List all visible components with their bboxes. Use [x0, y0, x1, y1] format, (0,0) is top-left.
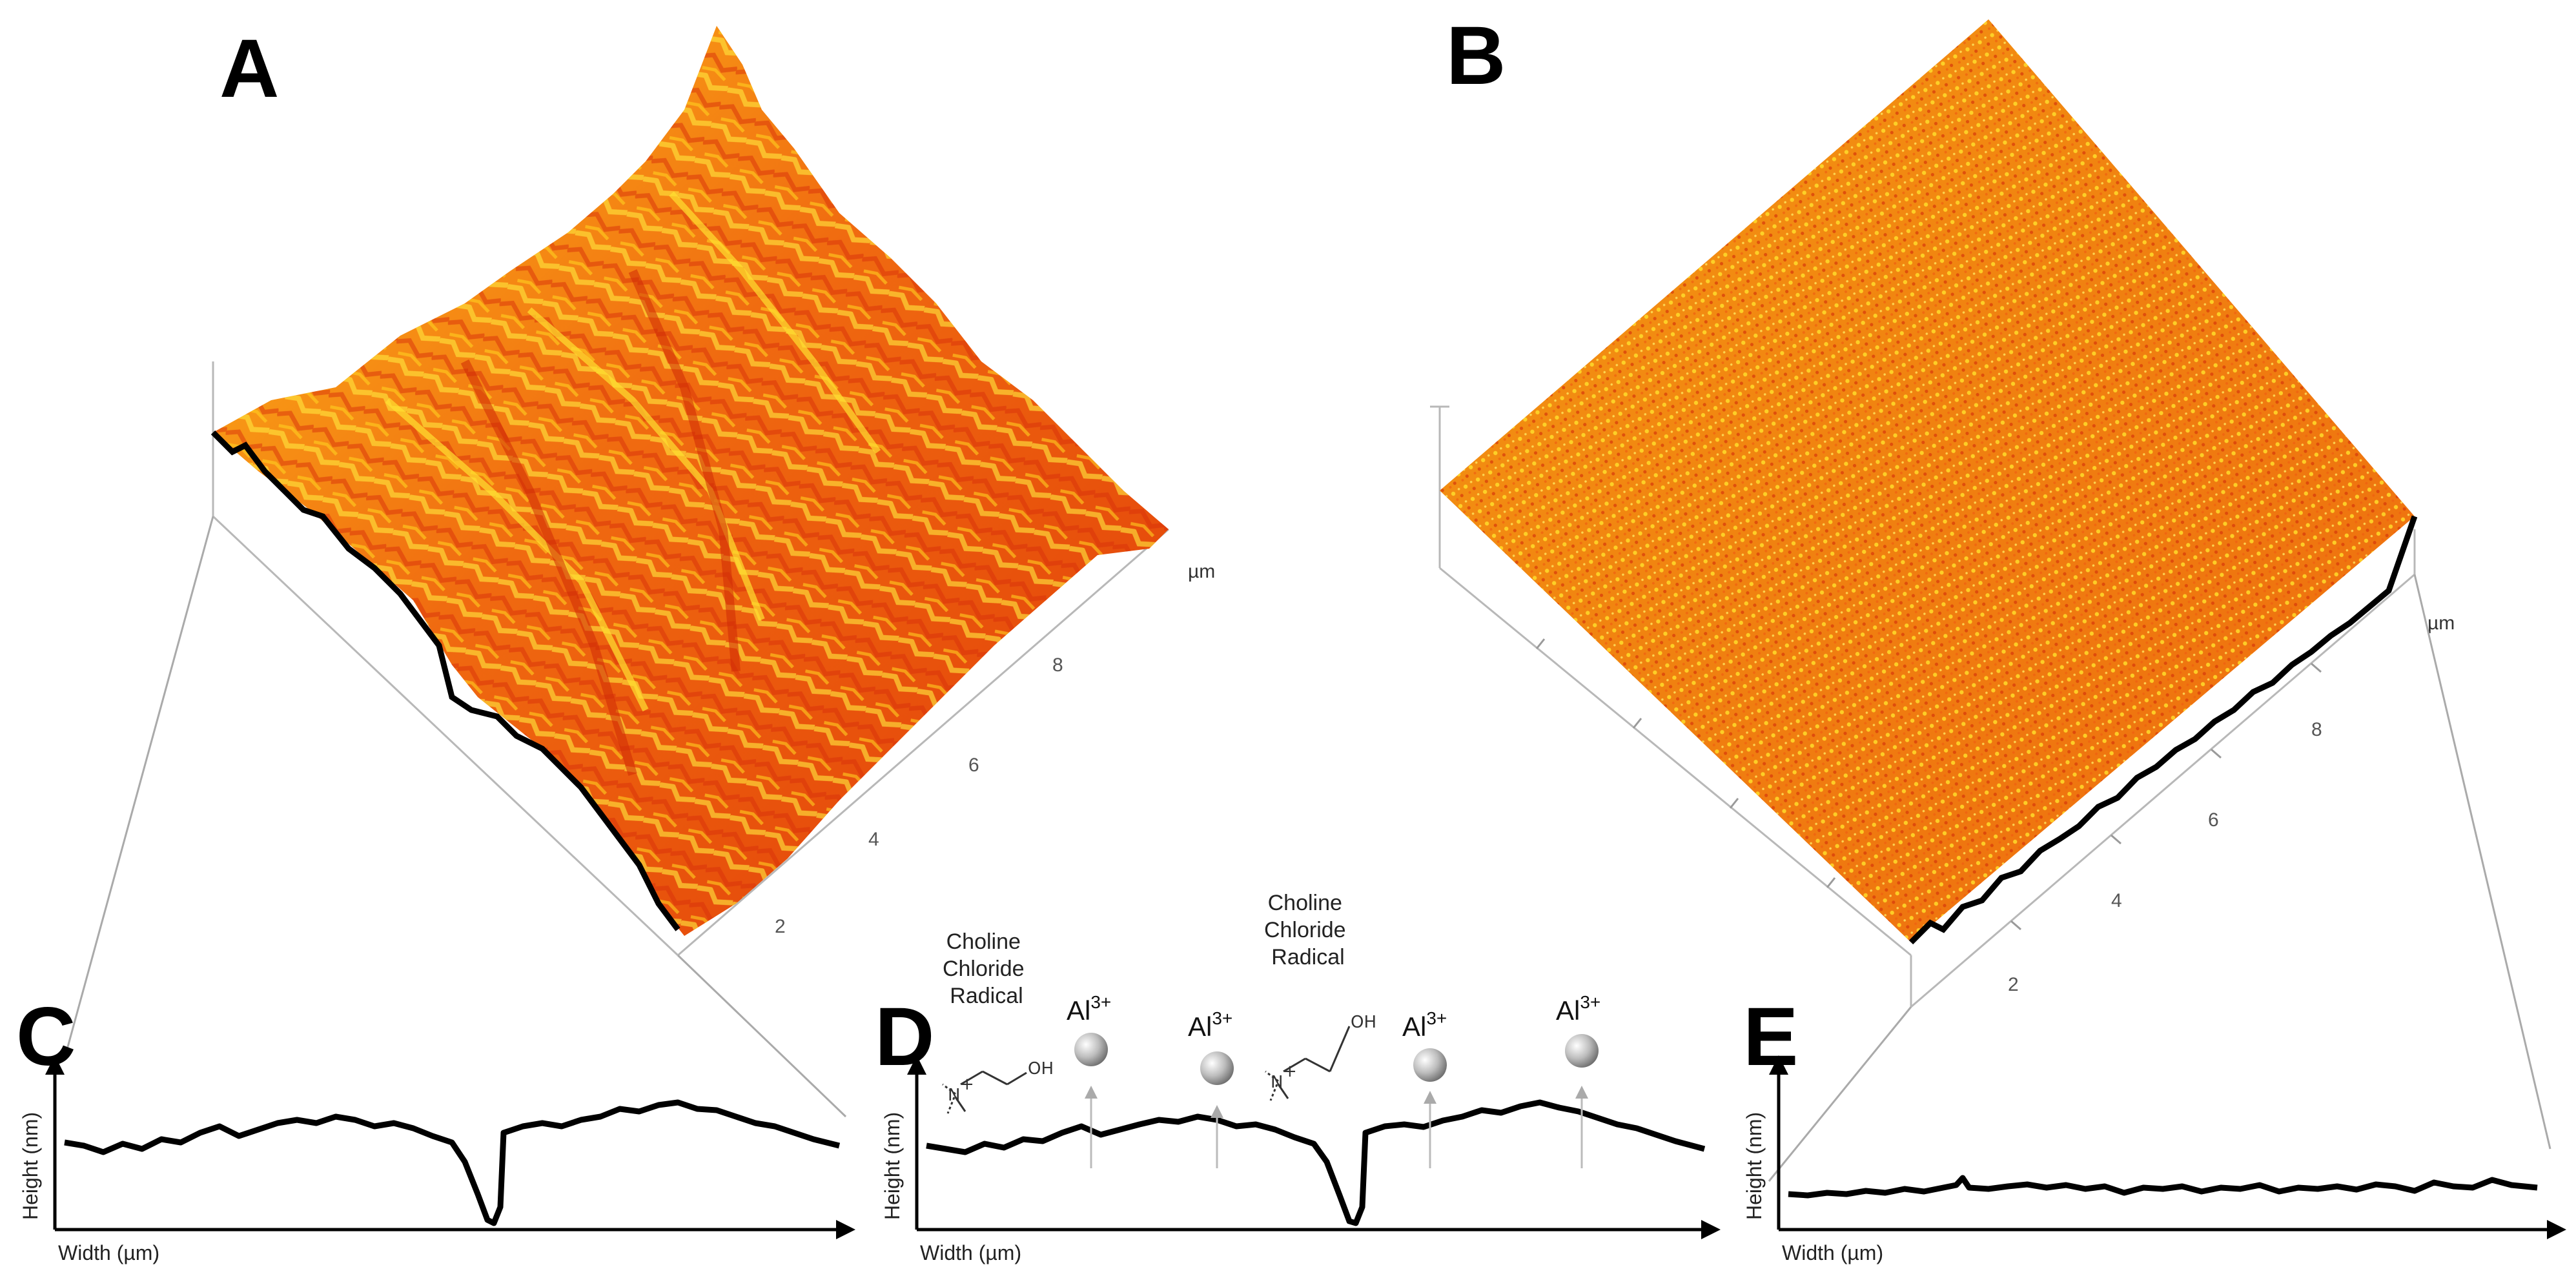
- panel-c-ylabel: Height (nm): [19, 1112, 42, 1220]
- svg-text:N: N: [1271, 1073, 1283, 1092]
- panel-b-axes: [1430, 405, 2416, 1008]
- svg-text:OH: OH: [1351, 1013, 1376, 1032]
- radical-label-2: Choline Chloride Radical: [1264, 891, 1352, 969]
- panel-c-profile-line: [64, 1099, 841, 1226]
- svg-text:+: +: [1283, 1062, 1297, 1081]
- svg-text:Al3+: Al3+: [1402, 1008, 1447, 1042]
- panel-e-ylabel: Height (nm): [1743, 1112, 1766, 1220]
- panel-e-xlabel: Width (µm): [1782, 1241, 1883, 1264]
- choline-molecule-1: N + OH: [942, 1059, 1054, 1114]
- panel-b-tick-2: 2: [2008, 974, 2019, 995]
- panel-b: B µm 8 6 4 2: [1430, 10, 2455, 1008]
- svg-text:+: +: [960, 1075, 974, 1094]
- panel-d-axes: [907, 1055, 1721, 1239]
- panel-c-letter: C: [16, 991, 76, 1083]
- panel-a-letter: A: [220, 23, 279, 115]
- zoom-guides: [63, 516, 2551, 1182]
- svg-text:N: N: [948, 1086, 960, 1105]
- svg-text:Al3+: Al3+: [1556, 992, 1600, 1026]
- panel-a-unit: µm: [1188, 561, 1215, 582]
- panel-d-xlabel: Width (µm): [920, 1241, 1021, 1264]
- panel-c-axes: [45, 1055, 855, 1239]
- panel-c: C Height (nm) Width (µm): [16, 991, 855, 1264]
- panel-b-tick-4: 4: [2111, 890, 2122, 911]
- panel-e-profile-line: [1788, 1175, 2538, 1199]
- panel-e-letter: E: [1743, 991, 1798, 1083]
- svg-text:OH: OH: [1028, 1059, 1054, 1079]
- panel-e: E Height (nm) Width (µm): [1743, 991, 2566, 1264]
- al-ion-2: Al3+: [1188, 1008, 1234, 1168]
- panel-a-tick-6: 6: [968, 755, 979, 776]
- panel-b-letter: B: [1446, 10, 1506, 102]
- al-ion-4: Al3+: [1556, 992, 1600, 1168]
- panel-a-ridges: [385, 191, 881, 712]
- panel-d: D Height (nm) Width (µm) Choline Chlorid…: [875, 891, 1721, 1264]
- panel-a: A µm 8 6 4 2: [210, 23, 1215, 957]
- panel-e-axes: [1769, 1055, 2566, 1239]
- panel-b-surface-texture: [1440, 19, 2415, 942]
- panel-a-tick-8: 8: [1052, 654, 1063, 676]
- panel-a-axes: [212, 361, 1169, 957]
- al-ion-3: Al3+: [1402, 1008, 1447, 1168]
- panel-c-xlabel: Width (µm): [58, 1241, 159, 1264]
- panel-b-unit: µm: [2428, 613, 2455, 634]
- panel-b-tick-8: 8: [2311, 719, 2322, 740]
- svg-text:Al3+: Al3+: [1067, 992, 1111, 1026]
- panel-a-valleys: [460, 269, 741, 776]
- svg-text:Al3+: Al3+: [1188, 1008, 1232, 1042]
- panel-a-tick-2: 2: [775, 916, 786, 937]
- panel-b-edge-profile: [1908, 515, 2418, 945]
- panel-b-tick-6: 6: [2208, 809, 2219, 831]
- panel-a-tick-4: 4: [868, 829, 879, 850]
- al-ion-1: Al3+: [1067, 992, 1111, 1168]
- choline-molecule-2: N + OH: [1265, 1013, 1376, 1101]
- panel-d-profile-line: [926, 1099, 1706, 1226]
- panel-d-ylabel: Height (nm): [881, 1112, 904, 1220]
- panel-a-edge-profile: [210, 430, 680, 931]
- radical-label-1: Choline Chloride Radical: [943, 929, 1030, 1008]
- panel-d-letter: D: [875, 991, 934, 1083]
- panel-b-axis-ticks: [1535, 638, 2322, 931]
- panel-a-surface-texture: [213, 26, 1169, 936]
